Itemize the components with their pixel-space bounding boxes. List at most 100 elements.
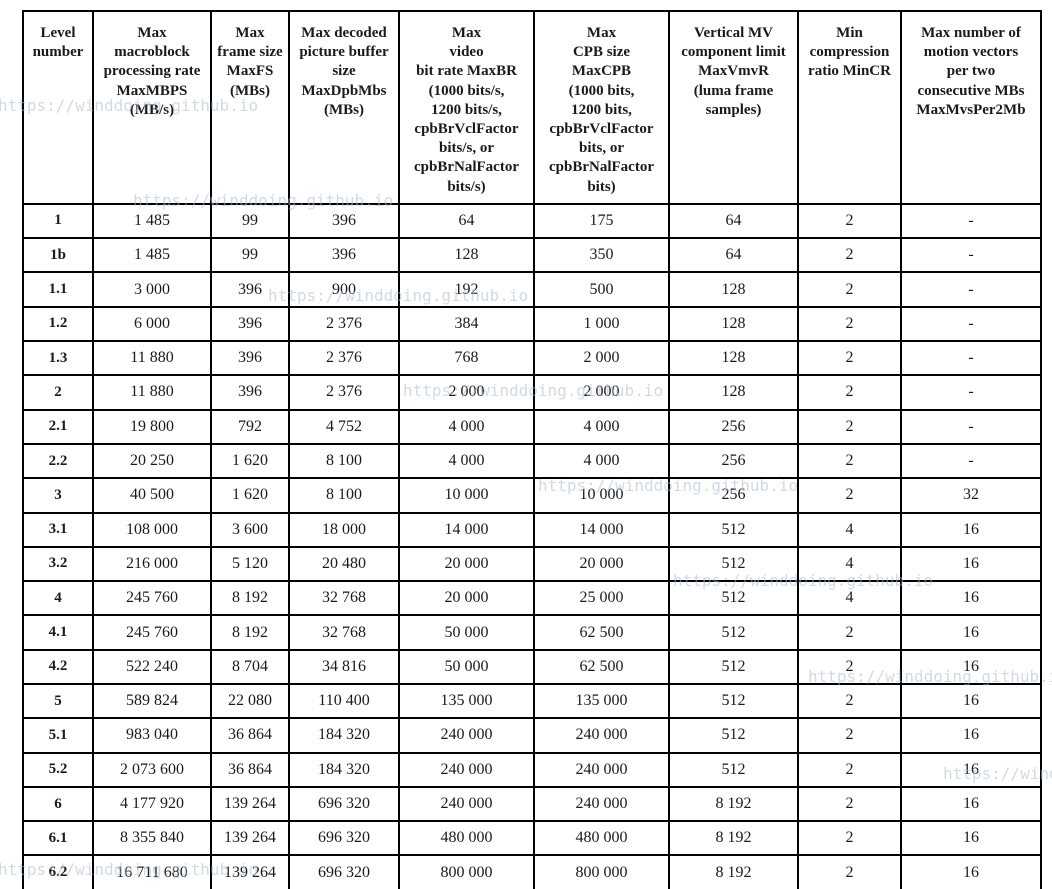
level-number-cell: 5.1 xyxy=(22,717,94,754)
value-cell-maxmvsper2mb: 16 xyxy=(900,648,1042,685)
value-cell-mincr: 2 xyxy=(797,374,902,411)
value-cell-maxdpbmbs: 32 768 xyxy=(288,580,400,617)
level-number-cell: 2 xyxy=(22,374,94,411)
value-cell-maxcpb: 62 500 xyxy=(533,648,670,685)
value-cell-maxdpbmbs: 32 768 xyxy=(288,614,400,651)
table-row-level-2.1: 2.1 19 800 792 4 752 4 000 4 000 256 2- xyxy=(22,408,1042,445)
level-number-cell: 1.3 xyxy=(22,340,94,377)
value-cell-maxdpbmbs: 110 400 xyxy=(288,682,400,720)
value-cell-maxfs: 139 264 xyxy=(210,820,290,857)
value-cell-maxmvsper2mb: 16 xyxy=(900,580,1042,617)
value-cell-maxmbps: 19 800 xyxy=(92,408,212,445)
value-cell-maxmbps: 4 177 920 xyxy=(92,785,212,823)
value-cell-mincr: 2 xyxy=(797,237,902,274)
value-cell-mincr: 2 xyxy=(797,408,902,445)
value-cell-maxdpbmbs: 2 376 xyxy=(288,374,400,411)
value-cell-maxfs: 99 xyxy=(210,237,290,274)
value-cell-maxfs: 8 704 xyxy=(210,648,290,685)
value-cell-maxcpb: 175 xyxy=(533,202,670,240)
value-cell-maxfs: 139 264 xyxy=(210,785,290,823)
value-cell-maxdpbmbs: 2 376 xyxy=(288,305,400,343)
value-cell-maxmbps: 1 485 xyxy=(92,202,212,240)
value-cell-maxdpbmbs: 696 320 xyxy=(288,820,400,857)
value-cell-maxdpbmbs: 696 320 xyxy=(288,854,400,889)
column-header-maxbr: Max video bit rate MaxBR (1000 bits/s, 1… xyxy=(398,10,535,205)
value-cell-maxbr: 14 000 xyxy=(398,511,535,548)
table-row-level-2: 2 11 880 396 2 376 2 000 2 000 128 2- xyxy=(22,374,1042,411)
value-cell-maxmvsper2mb: - xyxy=(900,374,1042,411)
value-cell-maxmvsper2mb: - xyxy=(900,408,1042,445)
value-cell-maxmbps: 245 760 xyxy=(92,580,212,617)
value-cell-maxbr: 4 000 xyxy=(398,408,535,445)
value-cell-maxbr: 768 xyxy=(398,340,535,377)
table-row-level-1b: 1b 1 485 99 396 128 350 64 2- xyxy=(22,237,1042,274)
value-cell-maxbr: 20 000 xyxy=(398,580,535,617)
value-cell-maxvmvr: 64 xyxy=(668,237,799,274)
value-cell-maxcpb: 240 000 xyxy=(533,717,670,754)
value-cell-maxmbps: 16 711 680 xyxy=(92,854,212,889)
value-cell-maxmbps: 40 500 xyxy=(92,477,212,514)
value-cell-maxmbps: 3 000 xyxy=(92,271,212,308)
value-cell-maxmbps: 11 880 xyxy=(92,340,212,377)
column-header-maxvmvr: Vertical MV component limit MaxVmvR (lum… xyxy=(668,10,799,205)
value-cell-maxcpb: 14 000 xyxy=(533,511,670,548)
value-cell-mincr: 2 xyxy=(797,477,902,514)
value-cell-maxmbps: 589 824 xyxy=(92,682,212,720)
value-cell-maxmvsper2mb: 16 xyxy=(900,751,1042,788)
level-number-cell: 5.2 xyxy=(22,751,94,788)
level-number-cell: 5 xyxy=(22,682,94,720)
value-cell-maxdpbmbs: 8 100 xyxy=(288,477,400,514)
level-limits-table: Level number Max macroblock processing ra… xyxy=(22,10,1042,889)
value-cell-maxmvsper2mb: - xyxy=(900,202,1042,240)
column-header-level: Level number xyxy=(22,10,94,205)
value-cell-mincr: 2 xyxy=(797,820,902,857)
value-cell-maxfs: 396 xyxy=(210,271,290,308)
value-cell-maxvmvr: 512 xyxy=(668,648,799,685)
value-cell-mincr: 2 xyxy=(797,785,902,823)
value-cell-mincr: 2 xyxy=(797,340,902,377)
value-cell-maxvmvr: 512 xyxy=(668,511,799,548)
value-cell-maxcpb: 135 000 xyxy=(533,682,670,720)
value-cell-maxmbps: 20 250 xyxy=(92,442,212,480)
value-cell-maxvmvr: 512 xyxy=(668,751,799,788)
value-cell-maxdpbmbs: 20 480 xyxy=(288,545,400,583)
value-cell-mincr: 4 xyxy=(797,545,902,583)
value-cell-maxcpb: 240 000 xyxy=(533,785,670,823)
level-number-cell: 2.1 xyxy=(22,408,94,445)
value-cell-maxfs: 1 620 xyxy=(210,477,290,514)
value-cell-maxfs: 36 864 xyxy=(210,751,290,788)
value-cell-maxdpbmbs: 18 000 xyxy=(288,511,400,548)
level-number-cell: 1 xyxy=(22,202,94,240)
table-row-level-4.1: 4.1 245 760 8 192 32 768 50 000 62 500 512 2 16 xyxy=(22,614,1042,651)
value-cell-maxmbps: 216 000 xyxy=(92,545,212,583)
table-row-level-1.2: 1.2 6 000 396 2 376 384 1 000 128 2- xyxy=(22,305,1042,343)
value-cell-maxbr: 480 000 xyxy=(398,820,535,857)
value-cell-maxmvsper2mb: - xyxy=(900,340,1042,377)
value-cell-maxmbps: 108 000 xyxy=(92,511,212,548)
column-header-mincr: Min compression ratio MinCR xyxy=(797,10,902,205)
column-header-maxdpbmbs: Max decoded picture buffer size MaxDpbMb… xyxy=(288,10,400,205)
value-cell-mincr: 2 xyxy=(797,202,902,240)
value-cell-maxdpbmbs: 8 100 xyxy=(288,442,400,480)
value-cell-maxbr: 64 xyxy=(398,202,535,240)
value-cell-maxbr: 240 000 xyxy=(398,785,535,823)
level-number-cell: 6.2 xyxy=(22,854,94,889)
level-number-cell: 6.1 xyxy=(22,820,94,857)
value-cell-maxcpb: 350 xyxy=(533,237,670,274)
value-cell-mincr: 4 xyxy=(797,580,902,617)
value-cell-maxdpbmbs: 696 320 xyxy=(288,785,400,823)
value-cell-maxvmvr: 8 192 xyxy=(668,820,799,857)
column-header-maxcpb: Max CPB size MaxCPB (1000 bits, 1200 bit… xyxy=(533,10,670,205)
value-cell-maxmvsper2mb: 16 xyxy=(900,820,1042,857)
value-cell-maxmbps: 8 355 840 xyxy=(92,820,212,857)
value-cell-maxfs: 1 620 xyxy=(210,442,290,480)
value-cell-maxmvsper2mb: 16 xyxy=(900,785,1042,823)
value-cell-maxvmvr: 512 xyxy=(668,545,799,583)
value-cell-maxdpbmbs: 396 xyxy=(288,202,400,240)
value-cell-maxdpbmbs: 396 xyxy=(288,237,400,274)
value-cell-maxmvsper2mb: - xyxy=(900,305,1042,343)
value-cell-maxfs: 139 264 xyxy=(210,854,290,889)
value-cell-maxmbps: 983 040 xyxy=(92,717,212,754)
